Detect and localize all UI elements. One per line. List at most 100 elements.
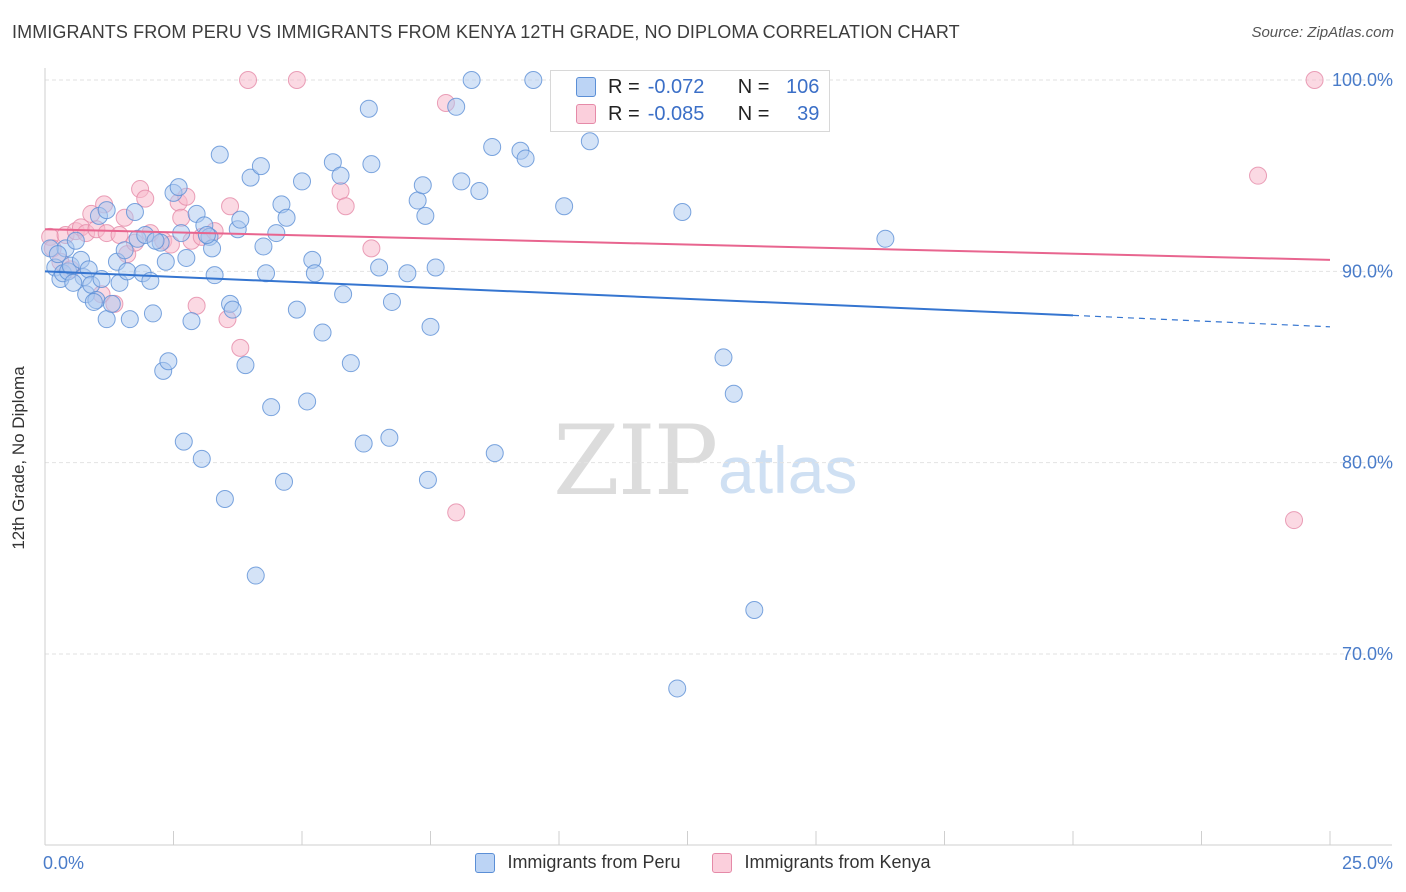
y-tick-label: 90.0%	[1342, 261, 1393, 281]
peru-point	[323, 153, 342, 172]
peru-point	[470, 181, 489, 200]
peru-point	[408, 191, 427, 210]
kenya-n-label: N =	[737, 102, 770, 125]
kenya-point	[287, 71, 306, 89]
peru-point	[293, 172, 311, 191]
peru-point	[197, 225, 216, 244]
kenya-point	[331, 181, 350, 200]
peru-point	[143, 304, 162, 323]
legend-item-peru[interactable]: Immigrants from Peru	[475, 852, 680, 873]
peru-point	[84, 292, 103, 311]
peru-point	[876, 229, 895, 248]
y-tick-label: 100.0%	[1332, 70, 1393, 90]
peru-point	[102, 294, 121, 313]
kenya-point	[136, 189, 155, 208]
peru-point	[580, 132, 599, 151]
stats-legend: R = -0.072 N = 106 R = -0.085 N = 39	[550, 70, 830, 132]
kenya-point	[1249, 166, 1268, 185]
peru-point	[745, 600, 764, 619]
peru-point	[421, 317, 440, 336]
peru-point	[97, 310, 116, 329]
peru-point	[462, 71, 481, 89]
peru-legend-label: Immigrants from Peru	[507, 852, 681, 872]
peru-point	[118, 262, 137, 281]
watermark-atlas: atlas	[718, 433, 858, 507]
peru-point	[275, 472, 294, 491]
peru-point	[146, 231, 165, 250]
peru-point	[215, 490, 234, 509]
peru-point	[246, 566, 265, 585]
peru-trend-line	[44, 270, 1074, 317]
peru-point	[223, 300, 242, 319]
peru-point	[416, 206, 435, 225]
peru-point	[159, 352, 178, 371]
kenya-point	[172, 208, 191, 227]
peru-point	[298, 392, 317, 411]
peru-point	[241, 168, 260, 187]
peru-point	[66, 231, 85, 250]
peru-point	[380, 428, 399, 447]
peru-point	[210, 145, 229, 164]
peru-point	[156, 252, 175, 271]
kenya-r-label: R =	[608, 102, 640, 125]
peru-point	[169, 178, 188, 197]
peru-point	[251, 157, 270, 176]
peru-point	[362, 155, 381, 174]
peru-point	[257, 264, 276, 283]
peru-point	[254, 237, 273, 256]
peru-r-value: -0.072	[647, 75, 705, 98]
peru-point	[48, 245, 67, 264]
peru-point	[447, 97, 466, 116]
x-tick-label: 25.0%	[1342, 853, 1393, 873]
peru-point	[236, 356, 255, 375]
kenya-legend-label: Immigrants from Kenya	[744, 852, 931, 872]
trend-lines	[44, 228, 1331, 328]
peru-point	[313, 323, 332, 342]
peru-point	[341, 354, 360, 373]
tick-labels: 70.0% 80.0% 90.0% 100.0% 0.0% 25.0%	[43, 70, 1393, 873]
peru-point	[483, 137, 502, 156]
chart-title: IMMIGRANTS FROM PERU VS IMMIGRANTS FROM …	[12, 22, 960, 42]
peru-point	[97, 201, 116, 220]
peru-point	[524, 71, 543, 89]
peru-point	[668, 679, 687, 698]
peru-point	[413, 176, 432, 195]
kenya-r-value: -0.085	[647, 102, 705, 125]
kenya-point	[336, 197, 355, 216]
peru-point	[177, 248, 196, 267]
peru-point	[724, 384, 743, 403]
kenya-point	[110, 225, 129, 244]
peru-n-label: N =	[737, 75, 770, 98]
kenya-trend-line	[44, 228, 1331, 261]
kenya-point	[239, 71, 258, 89]
legend-row-kenya: R = -0.085 N = 39	[576, 101, 819, 127]
peru-point	[64, 273, 83, 292]
kenya-point	[1305, 71, 1324, 89]
kenya-point	[231, 338, 250, 357]
series-legend: Immigrants from Peru Immigrants from Ken…	[0, 852, 1406, 873]
peru-point	[334, 285, 353, 304]
peru-legend-swatch	[475, 852, 496, 873]
peru-point	[192, 449, 211, 468]
peru-point	[426, 258, 445, 277]
peru-point	[205, 266, 224, 285]
peru-point	[516, 149, 535, 168]
peru-point	[305, 264, 324, 283]
y-tick-label: 80.0%	[1342, 453, 1393, 473]
peru-point	[115, 241, 134, 260]
peru-point	[555, 197, 574, 216]
peru-points	[41, 71, 895, 698]
kenya-n-value: 39	[797, 102, 820, 125]
legend-row-peru: R = -0.072 N = 106	[576, 74, 819, 100]
kenya-legend-swatch	[712, 852, 733, 873]
peru-point	[262, 398, 281, 417]
peru-point	[370, 258, 389, 277]
peru-point	[485, 444, 504, 463]
peru-point	[120, 310, 139, 329]
peru-point	[452, 172, 471, 191]
legend-item-kenya[interactable]: Immigrants from Kenya	[712, 852, 931, 873]
peru-point	[398, 264, 417, 283]
kenya-point	[362, 239, 381, 258]
peru-point	[182, 312, 201, 331]
watermark-zip: ZIP	[553, 405, 718, 517]
